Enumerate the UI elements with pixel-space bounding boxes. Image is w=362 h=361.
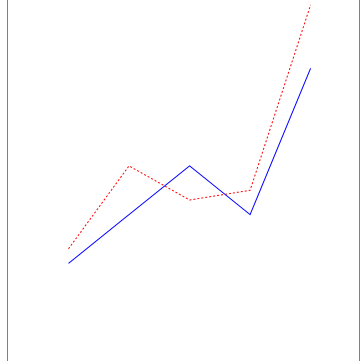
series-1-line xyxy=(68,68,312,264)
series-2-line xyxy=(68,4,312,250)
series-layer xyxy=(68,4,312,264)
